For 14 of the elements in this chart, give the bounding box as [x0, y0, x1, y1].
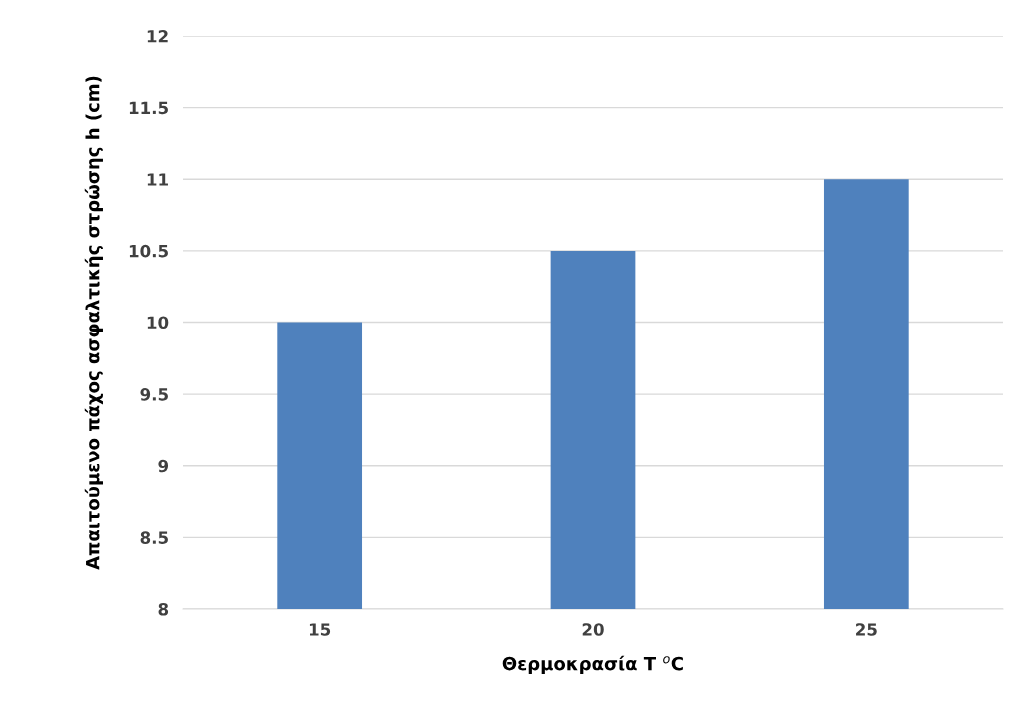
- x-tick-label: 25: [856, 623, 877, 636]
- y-tick-label: 12: [147, 29, 168, 43]
- y-tick-label: 8.5: [140, 531, 168, 544]
- x-axis-title: Θερμοκρασία T $^{o}$C: [502, 655, 683, 674]
- y-tick-label: 8: [158, 602, 169, 616]
- x-tick-label: 20: [582, 623, 604, 636]
- x-tick-label: 15: [309, 623, 331, 636]
- y-tick-label: 9: [158, 459, 169, 473]
- y-tick-label: 10: [147, 316, 169, 330]
- y-tick-label: 10.5: [129, 244, 168, 258]
- y-tick-label: 11: [147, 173, 168, 186]
- y-tick-label: 9.5: [140, 388, 168, 401]
- y-tick-label: 11.5: [129, 101, 168, 115]
- y-axis-title: Απαιτούμενο πάχος ασφαλτικής στρώσης h (cm): [84, 76, 103, 570]
